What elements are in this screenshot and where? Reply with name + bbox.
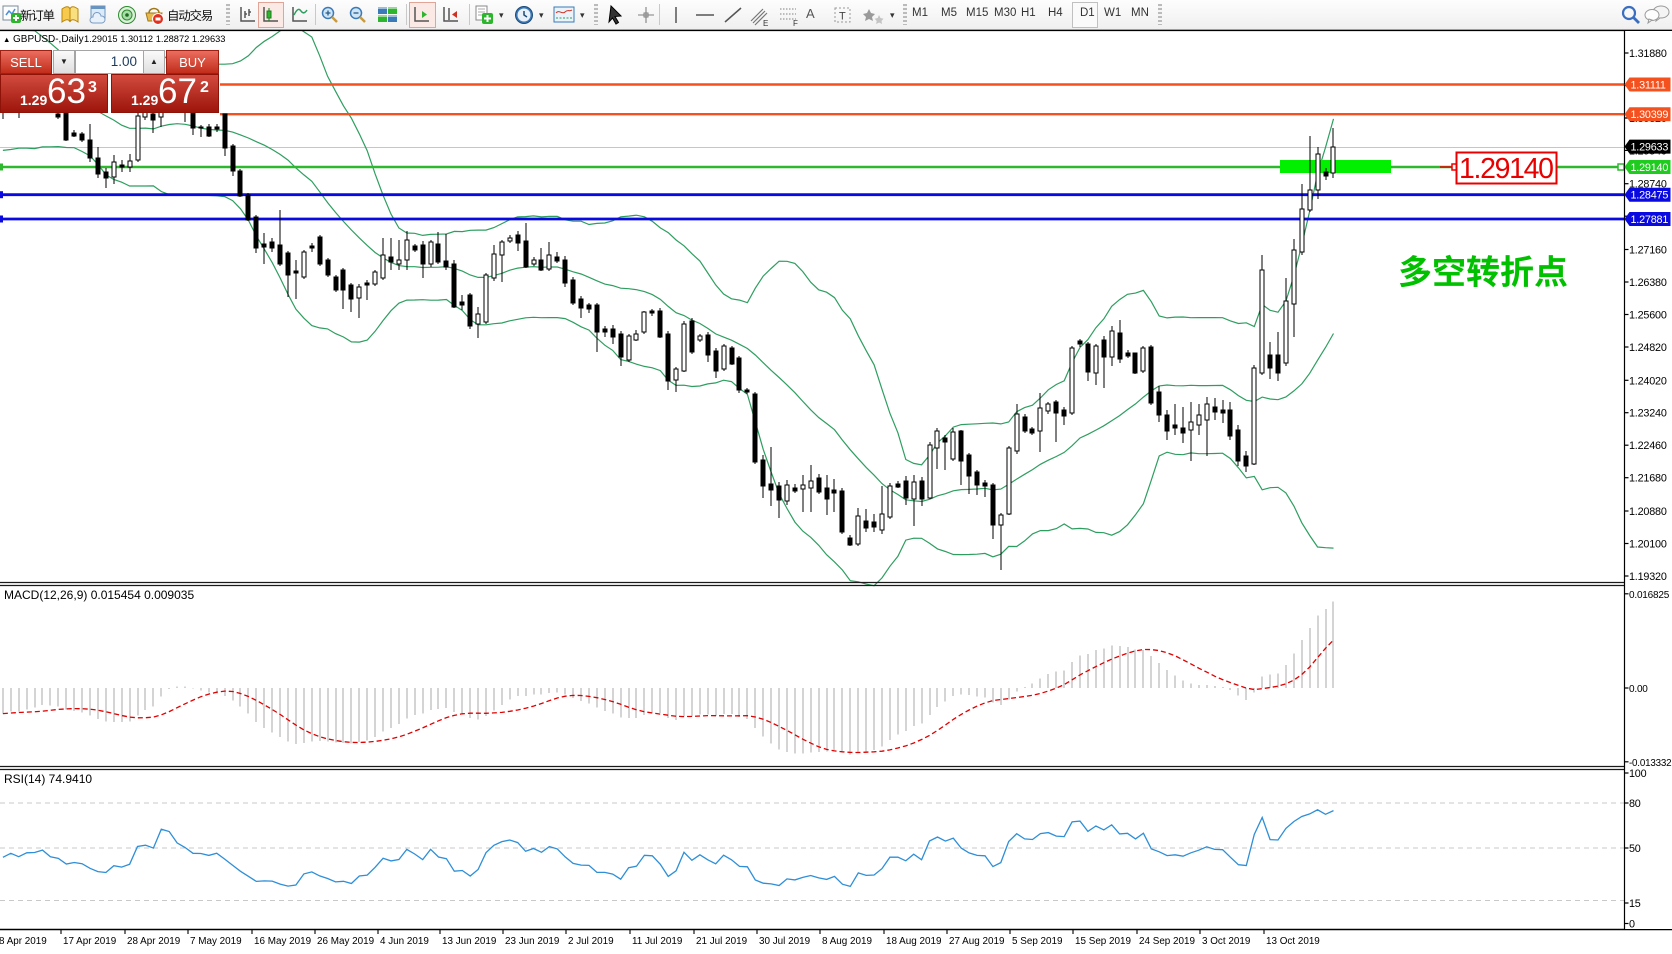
svg-text:23 Jun 2019: 23 Jun 2019 <box>505 936 560 947</box>
svg-text:1.23240: 1.23240 <box>1629 408 1667 420</box>
svg-text:11 Jul 2019: 11 Jul 2019 <box>632 936 683 947</box>
svg-text:5 Sep 2019: 5 Sep 2019 <box>1012 936 1063 947</box>
svg-text:16 May 2019: 16 May 2019 <box>254 936 312 947</box>
svg-text:24 Sep 2019: 24 Sep 2019 <box>1139 936 1196 947</box>
svg-text:E: E <box>763 19 768 27</box>
svg-text:3 Oct 2019: 3 Oct 2019 <box>1202 936 1251 947</box>
svg-text:1.30399: 1.30399 <box>1631 109 1669 121</box>
svg-text:1.20880: 1.20880 <box>1629 506 1667 518</box>
svg-text:100: 100 <box>1629 768 1647 780</box>
svg-text:MACD(12,26,9) 0.015454 0.00903: MACD(12,26,9) 0.015454 0.009035 <box>4 588 194 602</box>
svg-text:1.24820: 1.24820 <box>1629 342 1667 354</box>
svg-text:1.31111: 1.31111 <box>1631 80 1666 92</box>
svg-text:26 May 2019: 26 May 2019 <box>317 936 375 947</box>
svg-text:2 Jul 2019: 2 Jul 2019 <box>568 936 614 947</box>
svg-text:1.29140: 1.29140 <box>1631 162 1669 174</box>
svg-text:1.29633: 1.29633 <box>1631 142 1669 154</box>
svg-text:18 Aug 2019: 18 Aug 2019 <box>886 936 942 947</box>
svg-text:17 Apr 2019: 17 Apr 2019 <box>63 936 117 947</box>
svg-text:1.31880: 1.31880 <box>1629 48 1667 60</box>
svg-text:1.20100: 1.20100 <box>1629 539 1667 551</box>
svg-text:0: 0 <box>1629 919 1635 931</box>
svg-text:0.016825: 0.016825 <box>1629 590 1670 601</box>
svg-text:15: 15 <box>1629 898 1641 910</box>
svg-text:15 Sep 2019: 15 Sep 2019 <box>1075 936 1132 947</box>
svg-text:1.21680: 1.21680 <box>1629 473 1667 485</box>
svg-text:8 Apr 2019: 8 Apr 2019 <box>0 936 47 947</box>
svg-text:30 Jul 2019: 30 Jul 2019 <box>759 936 811 947</box>
svg-text:8 Aug 2019: 8 Aug 2019 <box>822 936 872 947</box>
svg-text:1.26380: 1.26380 <box>1629 277 1667 289</box>
svg-text:27 Aug 2019: 27 Aug 2019 <box>949 936 1005 947</box>
svg-text:1.19320: 1.19320 <box>1629 571 1667 583</box>
svg-text:1.24020: 1.24020 <box>1629 375 1667 387</box>
svg-text:1.25600: 1.25600 <box>1629 310 1667 322</box>
svg-text:50: 50 <box>1629 843 1641 855</box>
svg-text:1.28475: 1.28475 <box>1631 190 1669 202</box>
svg-text:1.27160: 1.27160 <box>1629 245 1667 257</box>
svg-text:13 Jun 2019: 13 Jun 2019 <box>442 936 497 947</box>
svg-text:4 Jun 2019: 4 Jun 2019 <box>380 936 429 947</box>
svg-text:1.27881: 1.27881 <box>1631 214 1669 226</box>
svg-text:RSI(14) 74.9410: RSI(14) 74.9410 <box>4 772 92 786</box>
svg-text:13 Oct 2019: 13 Oct 2019 <box>1266 936 1320 947</box>
svg-text:T: T <box>839 11 846 23</box>
svg-text:F: F <box>793 19 798 27</box>
svg-text:1.29140: 1.29140 <box>1459 153 1554 185</box>
svg-text:7 May 2019: 7 May 2019 <box>190 936 242 947</box>
svg-text:80: 80 <box>1629 798 1641 810</box>
svg-text:21 Jul 2019: 21 Jul 2019 <box>696 936 748 947</box>
svg-text:1.22460: 1.22460 <box>1629 440 1667 452</box>
svg-text:0.00: 0.00 <box>1629 684 1648 695</box>
svg-text:28 Apr 2019: 28 Apr 2019 <box>127 936 181 947</box>
